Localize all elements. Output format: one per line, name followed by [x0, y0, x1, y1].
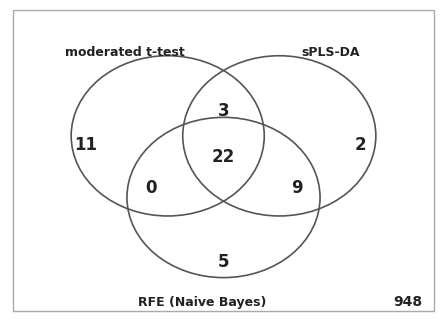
- Text: 3: 3: [218, 102, 229, 120]
- Text: 2: 2: [355, 136, 367, 154]
- Text: 9: 9: [291, 179, 302, 197]
- Text: 11: 11: [75, 136, 98, 154]
- Text: moderated t-test: moderated t-test: [65, 46, 185, 59]
- Text: 0: 0: [145, 179, 156, 197]
- Text: 5: 5: [218, 253, 229, 271]
- Text: sPLS-DA: sPLS-DA: [302, 46, 360, 59]
- Text: RFE (Naive Bayes): RFE (Naive Bayes): [138, 296, 266, 309]
- Text: 22: 22: [212, 148, 235, 166]
- Text: 948: 948: [393, 295, 422, 309]
